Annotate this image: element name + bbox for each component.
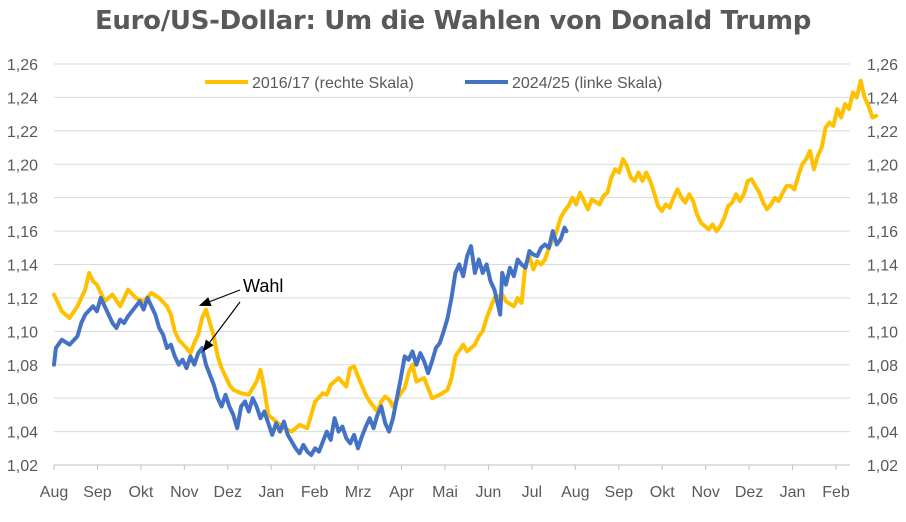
y-tick-right-5: 1,12: [867, 291, 898, 308]
y-tick-left-12: 1,26: [7, 57, 38, 74]
x-tick-label-11: Jul: [522, 484, 542, 501]
y-tick-left-4: 1,10: [7, 324, 38, 341]
x-tick-label-18: Feb: [822, 484, 850, 501]
y-tick-left-5: 1,12: [7, 291, 38, 308]
x-tick-label-12: Aug: [561, 484, 589, 501]
y-tick-right-8: 1,18: [867, 191, 898, 208]
x-tick-label-4: Dez: [214, 484, 242, 501]
x-tick-label-17: Jan: [780, 484, 806, 501]
annotation-arrow-upper: [198, 289, 241, 307]
x-tick-label-1: Sep: [83, 484, 112, 501]
x-tick-label-5: Jan: [258, 484, 284, 501]
x-tick-label-14: Okt: [650, 484, 675, 501]
y-tick-right-6: 1,14: [867, 258, 898, 275]
x-tick-label-8: Apr: [389, 484, 415, 501]
x-tick-label-2: Okt: [128, 484, 153, 501]
y-tick-right-1: 1,04: [867, 425, 898, 442]
y-tick-left-8: 1,18: [7, 191, 38, 208]
chart-title: Euro/US-Dollar: Um die Wahlen von Donald…: [94, 6, 812, 36]
x-tick-label-15: Nov: [691, 484, 719, 501]
x-axis: Aug Sep Okt Nov Dez Jan Feb Mrz Apr Mai Jun Jul Aug S…: [40, 484, 850, 501]
annotation-label: Wahl: [243, 276, 283, 296]
y-tick-right-4: 1,10: [867, 324, 898, 341]
x-tick-marks: [53, 465, 837, 470]
y-tick-right-10: 1,22: [867, 124, 898, 141]
y-tick-right-0: 1,02: [867, 458, 898, 475]
y-tick-left-7: 1,16: [7, 224, 38, 241]
x-tick-label-9: Mai: [432, 484, 458, 501]
x-tick-label-7: Mrz: [345, 484, 372, 501]
annotation-wahl: Wahl: [198, 276, 283, 352]
x-tick-label-13: Sep: [605, 484, 634, 501]
legend: 2016/17 (rechte Skala) 2024/25 (linke Sk…: [205, 75, 662, 92]
legend-label-2016: 2016/17 (rechte Skala): [252, 75, 414, 92]
series-line-0: [52, 78, 879, 434]
y-tick-right-11: 1,24: [867, 90, 898, 107]
y-axis-right: 1,02 1,04 1,06 1,08 1,10 1,12 1,14 1,16 1,18 1,20…: [867, 57, 898, 475]
y-axis-left: 1,02 1,04 1,06 1,08 1,10 1,12 1,14 1,16 1,18 1,20…: [7, 57, 38, 475]
x-tick-label-16: Dez: [735, 484, 763, 501]
y-tick-right-2: 1,06: [867, 391, 898, 408]
y-tick-left-3: 1,08: [7, 358, 38, 375]
y-tick-right-7: 1,16: [867, 224, 898, 241]
y-tick-right-12: 1,26: [867, 57, 898, 74]
y-tick-left-9: 1,20: [7, 157, 38, 174]
y-tick-left-10: 1,22: [7, 124, 38, 141]
x-tick-label-3: Nov: [170, 484, 198, 501]
y-tick-left-11: 1,24: [7, 90, 38, 107]
x-tick-label-10: Jun: [476, 484, 502, 501]
y-tick-left-6: 1,14: [7, 258, 38, 275]
x-tick-label-0: Aug: [40, 484, 68, 501]
y-tick-left-2: 1,06: [7, 391, 38, 408]
y-tick-left-0: 1,02: [7, 458, 38, 475]
y-tick-left-1: 1,04: [7, 425, 38, 442]
annotation-arrow-lower: [202, 301, 241, 352]
series-line-1: [52, 225, 569, 457]
y-tick-right-3: 1,08: [867, 358, 898, 375]
x-tick-label-6: Feb: [301, 484, 329, 501]
legend-label-2024: 2024/25 (linke Skala): [512, 75, 662, 92]
y-tick-right-9: 1,20: [867, 157, 898, 174]
series-lines: [52, 78, 879, 457]
